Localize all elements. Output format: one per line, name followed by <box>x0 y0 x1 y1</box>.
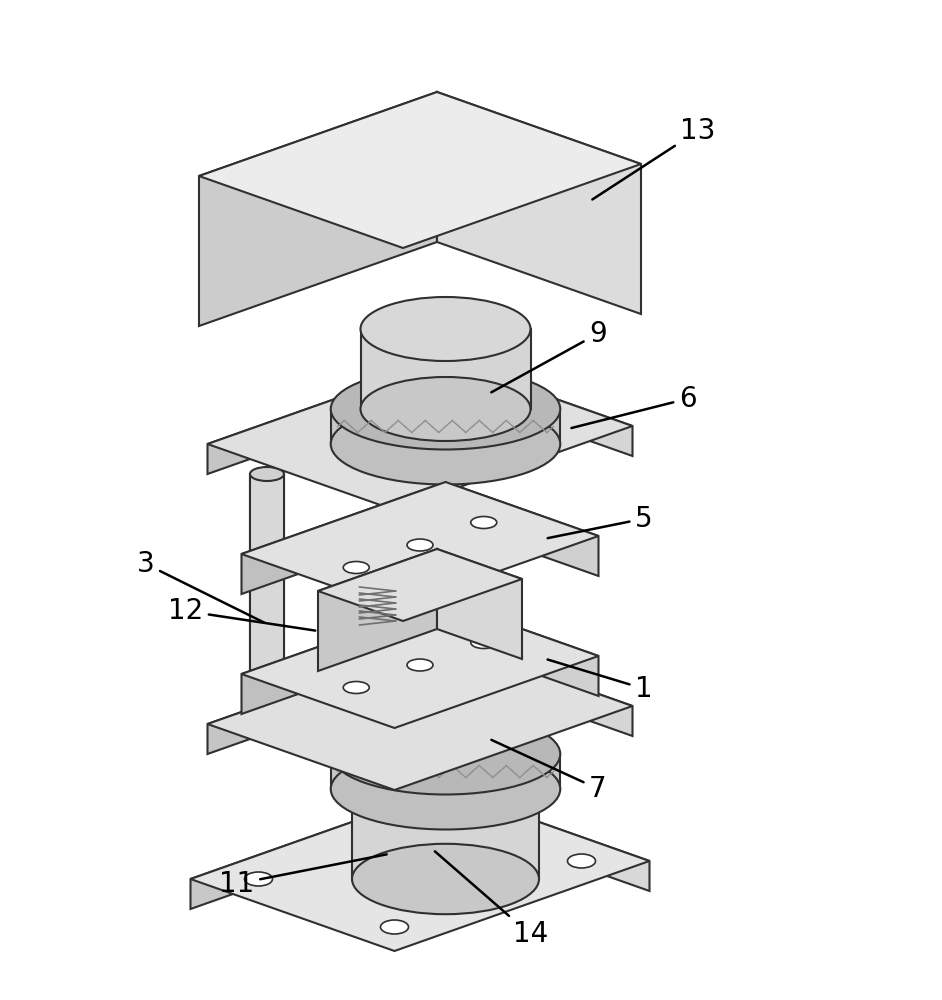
Polygon shape <box>241 602 598 728</box>
Polygon shape <box>446 640 632 736</box>
Ellipse shape <box>407 539 433 551</box>
Polygon shape <box>207 640 632 790</box>
Polygon shape <box>331 754 560 789</box>
Polygon shape <box>437 92 641 314</box>
Polygon shape <box>446 360 632 456</box>
Polygon shape <box>190 789 446 909</box>
Polygon shape <box>446 789 649 891</box>
Ellipse shape <box>431 806 460 820</box>
Polygon shape <box>318 549 522 621</box>
Text: 12: 12 <box>168 597 316 631</box>
Polygon shape <box>199 92 641 248</box>
Ellipse shape <box>331 714 560 794</box>
Text: 6: 6 <box>572 385 696 428</box>
Polygon shape <box>207 640 446 754</box>
Ellipse shape <box>407 659 433 671</box>
Polygon shape <box>190 789 649 951</box>
Polygon shape <box>250 474 284 724</box>
Polygon shape <box>318 549 437 671</box>
Ellipse shape <box>250 467 284 481</box>
Polygon shape <box>446 482 598 576</box>
Polygon shape <box>207 360 446 474</box>
Ellipse shape <box>245 872 272 886</box>
Ellipse shape <box>567 854 595 868</box>
Polygon shape <box>207 360 632 510</box>
Polygon shape <box>241 482 598 608</box>
Text: 13: 13 <box>593 117 715 199</box>
Polygon shape <box>352 789 539 879</box>
Ellipse shape <box>331 368 560 450</box>
Polygon shape <box>331 409 560 444</box>
Polygon shape <box>446 602 598 696</box>
Ellipse shape <box>343 682 369 694</box>
Ellipse shape <box>381 920 409 934</box>
Text: 11: 11 <box>219 854 386 898</box>
Ellipse shape <box>471 637 496 648</box>
Ellipse shape <box>471 516 496 528</box>
Ellipse shape <box>378 512 412 526</box>
Ellipse shape <box>343 562 369 574</box>
Ellipse shape <box>352 754 539 824</box>
Ellipse shape <box>361 377 530 441</box>
Polygon shape <box>378 519 412 769</box>
Polygon shape <box>241 482 446 594</box>
Polygon shape <box>378 519 412 769</box>
Polygon shape <box>241 602 446 714</box>
Ellipse shape <box>352 844 539 914</box>
Text: 9: 9 <box>492 320 607 392</box>
Text: 1: 1 <box>547 660 653 703</box>
Ellipse shape <box>361 297 530 361</box>
Text: 5: 5 <box>547 505 653 538</box>
Polygon shape <box>199 92 437 326</box>
Polygon shape <box>250 474 284 724</box>
Polygon shape <box>361 329 530 409</box>
Text: 14: 14 <box>435 851 548 948</box>
Ellipse shape <box>378 762 412 776</box>
Text: 3: 3 <box>137 550 265 623</box>
Ellipse shape <box>250 717 284 731</box>
Ellipse shape <box>331 748 560 830</box>
Ellipse shape <box>331 403 560 485</box>
Text: 7: 7 <box>492 740 607 803</box>
Polygon shape <box>437 549 522 659</box>
